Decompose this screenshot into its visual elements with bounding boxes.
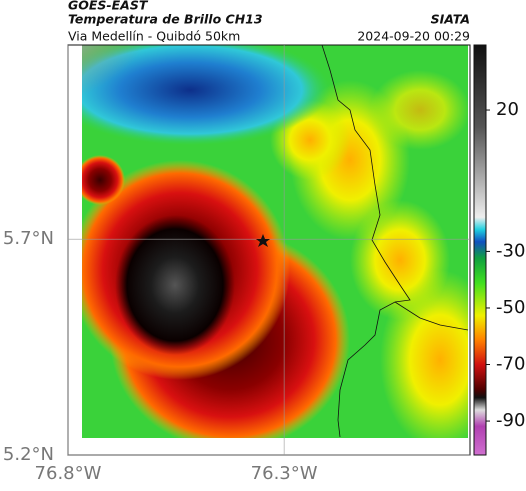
source: GOES-EAST — [68, 0, 149, 13]
colorbar-tick-label: -90 — [496, 410, 525, 431]
subtitle: Via Medellín - Quibdó 50km — [68, 29, 240, 44]
title: Temperatura de Brillo CH13 — [68, 12, 263, 27]
brand: SIATA — [431, 12, 470, 27]
x-tick-label: 76.8°W — [35, 463, 102, 484]
colorbar-tick-label: -50 — [496, 297, 525, 318]
colorbar-tick-label: 20 — [496, 99, 519, 120]
y-tick-label: 5.2°N — [3, 444, 54, 465]
datetime: 2024-09-20 00:29 — [357, 29, 470, 44]
colorbar-tick-label: -70 — [496, 354, 525, 375]
imagery — [82, 45, 468, 438]
colorbar — [473, 44, 487, 456]
city-marker — [256, 234, 270, 247]
borders — [321, 44, 469, 438]
colorbar-tick-label: -30 — [496, 240, 525, 261]
x-tick-label: 76.3°W — [251, 463, 318, 484]
y-tick-label: 5.7°N — [3, 228, 54, 249]
